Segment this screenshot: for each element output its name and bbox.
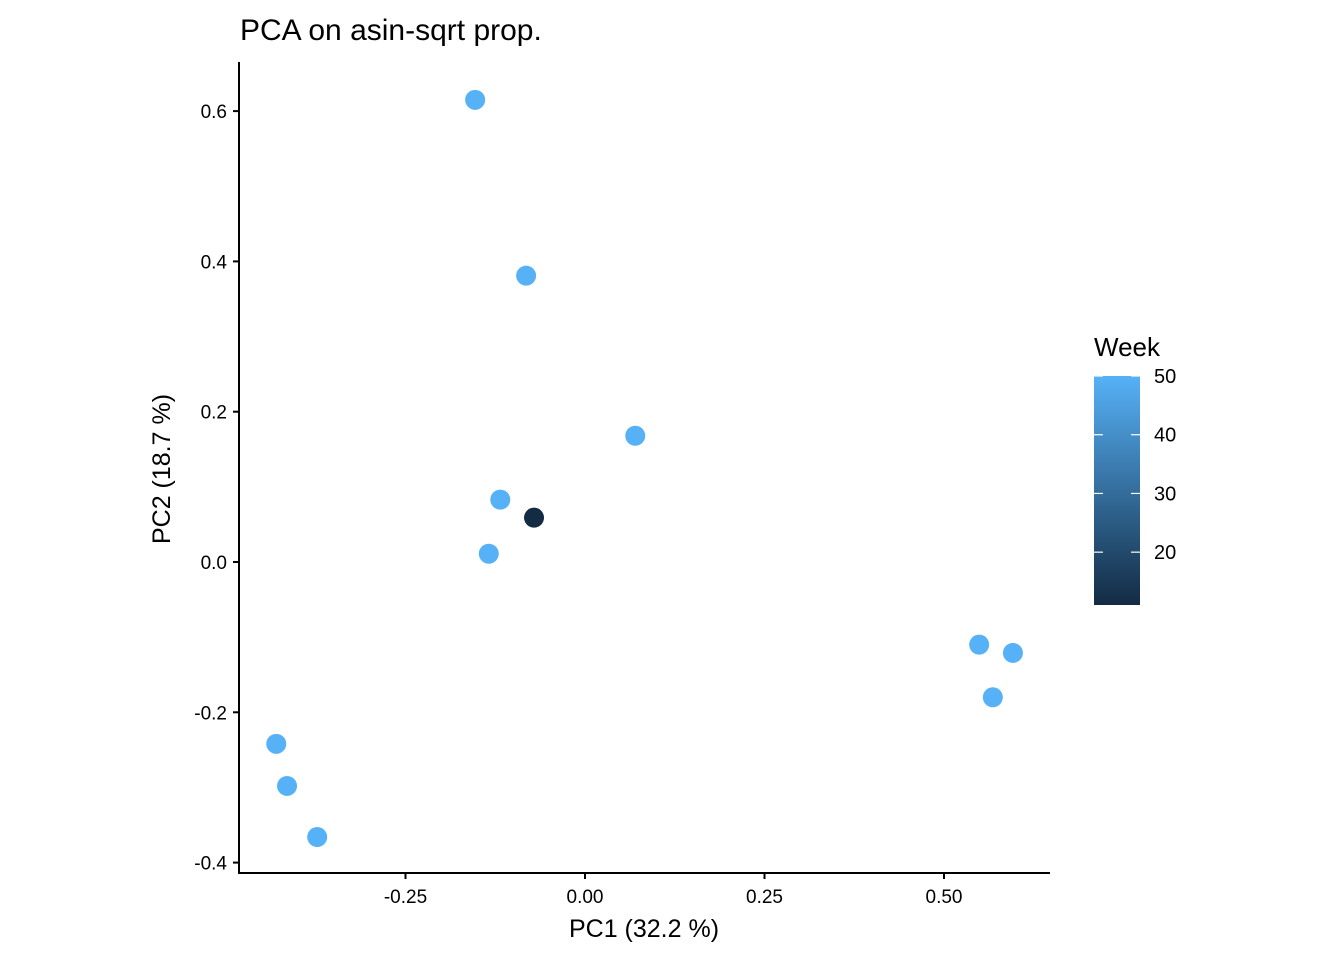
x-tick-label: 0.50 xyxy=(926,887,963,908)
data-point xyxy=(982,687,1003,708)
x-tick-label: -0.25 xyxy=(384,887,427,908)
data-point xyxy=(266,733,287,754)
x-tick-label: 0.25 xyxy=(746,887,783,908)
legend-tick-label: 40 xyxy=(1154,425,1176,447)
legend-tick-label: 30 xyxy=(1154,483,1176,505)
legend-tick-label: 50 xyxy=(1154,366,1176,388)
data-point xyxy=(524,507,545,528)
x-axis-title: PC1 (32.2 %) xyxy=(569,915,719,943)
data-point xyxy=(465,89,486,110)
color-legend: Week 20 30 40 50 xyxy=(1094,332,1176,605)
y-tick-label: -0.4 xyxy=(194,854,227,875)
y-tick-label: 0.6 xyxy=(201,102,227,123)
data-point xyxy=(478,543,499,564)
data-point xyxy=(625,425,646,446)
y-tick-label: 0.0 xyxy=(201,553,227,574)
data-point xyxy=(277,775,298,796)
data-point xyxy=(307,827,328,848)
data-point xyxy=(1002,642,1023,663)
data-point xyxy=(969,634,990,655)
data-point xyxy=(490,489,511,510)
y-axis-title: PC2 (18.7 %) xyxy=(148,394,176,544)
y-tick-label: 0.4 xyxy=(201,252,228,273)
data-point xyxy=(516,265,537,286)
colorbar xyxy=(1094,376,1140,605)
x-axis: -0.25 0.00 0.25 0.50 xyxy=(238,872,1050,908)
y-tick-label: -0.2 xyxy=(194,703,227,724)
x-tick-label: 0.00 xyxy=(567,887,604,908)
legend-title: Week xyxy=(1094,332,1161,362)
y-tick-label: 0.2 xyxy=(201,403,227,424)
chart-title: PCA on asin-sqrt prop. xyxy=(240,14,542,47)
y-axis: -0.4 -0.2 0.0 0.2 0.4 0.6 xyxy=(194,62,240,875)
data-points xyxy=(266,89,1023,848)
legend-tick-label: 20 xyxy=(1154,542,1176,564)
